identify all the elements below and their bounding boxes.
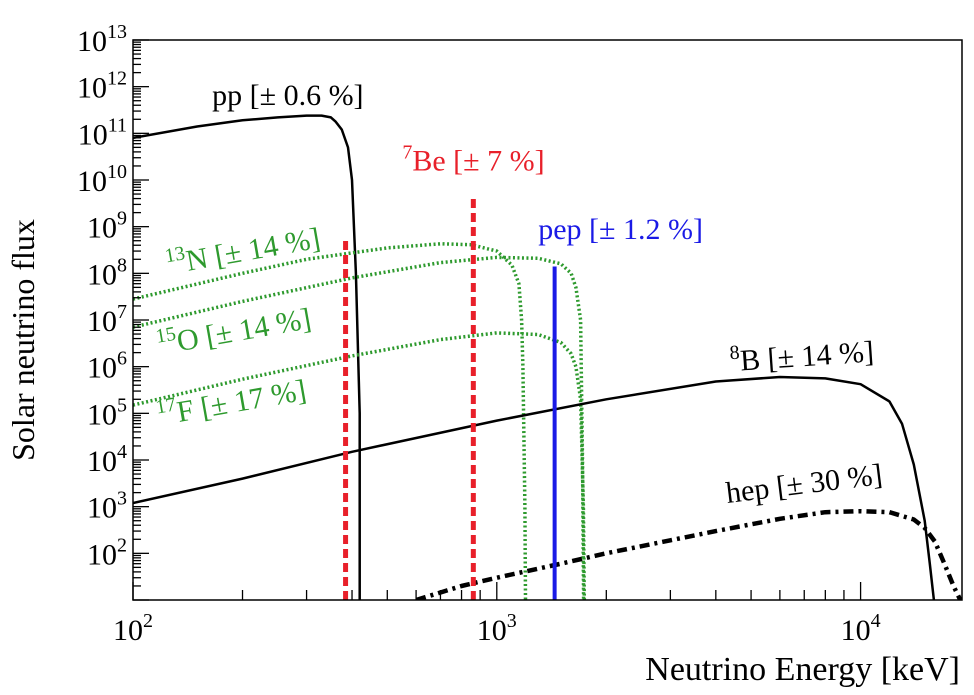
y-tick-label: 1010 <box>77 161 127 198</box>
series-15o-curve <box>133 255 586 600</box>
y-tick-label: 105 <box>87 394 127 431</box>
axis-ticks <box>132 39 862 601</box>
y-tick-label: 102 <box>87 534 127 571</box>
series-curves <box>133 114 962 600</box>
series-17f-curve <box>133 331 587 600</box>
annotation-b8: 8B [± 14 %] <box>729 332 875 378</box>
y-tick-label: 109 <box>87 208 127 245</box>
y-tick-label: 1011 <box>78 114 127 151</box>
annotation-pep: pep [± 1.2 %] <box>538 213 703 246</box>
x-axis-label: Neutrino Energy [keV] <box>645 651 960 688</box>
y-tick-label: 106 <box>87 348 127 385</box>
annotation-hep: hep [± 30 %] <box>724 458 884 510</box>
annotation-be7: 7Be [± 7 %] <box>402 141 544 177</box>
tick-labels: 102 103 104 105 106 107 108 109 1010 1011 1012 1013… <box>77 21 881 647</box>
series-annotations: pp [± 0.6 %]7Be [± 7 %]pep [± 1.2 %]13N … <box>154 79 884 510</box>
y-tick-label: 103 <box>87 488 127 525</box>
annotation-o15: 15O [± 14 %] <box>154 299 313 361</box>
annotation-f17: 17F [± 17 %] <box>154 371 309 433</box>
x-tick-label: 104 <box>841 610 881 647</box>
y-tick-label: 107 <box>87 301 127 338</box>
x-tick-label: 103 <box>477 610 517 647</box>
series-13n-curve <box>133 242 528 600</box>
series-hep-curve <box>415 508 962 600</box>
y-tick-label: 108 <box>87 254 127 291</box>
y-axis-label: Solar neutrino flux <box>5 219 41 461</box>
annotation-pp: pp [± 0.6 %] <box>212 79 363 112</box>
y-tick-label: 1012 <box>77 68 127 105</box>
series-8b-curve <box>133 375 936 600</box>
y-tick-label: 104 <box>87 441 127 478</box>
series-pp-curve <box>133 114 361 600</box>
y-tick-label: 1013 <box>77 21 127 58</box>
x-tick-label: 102 <box>113 610 153 647</box>
